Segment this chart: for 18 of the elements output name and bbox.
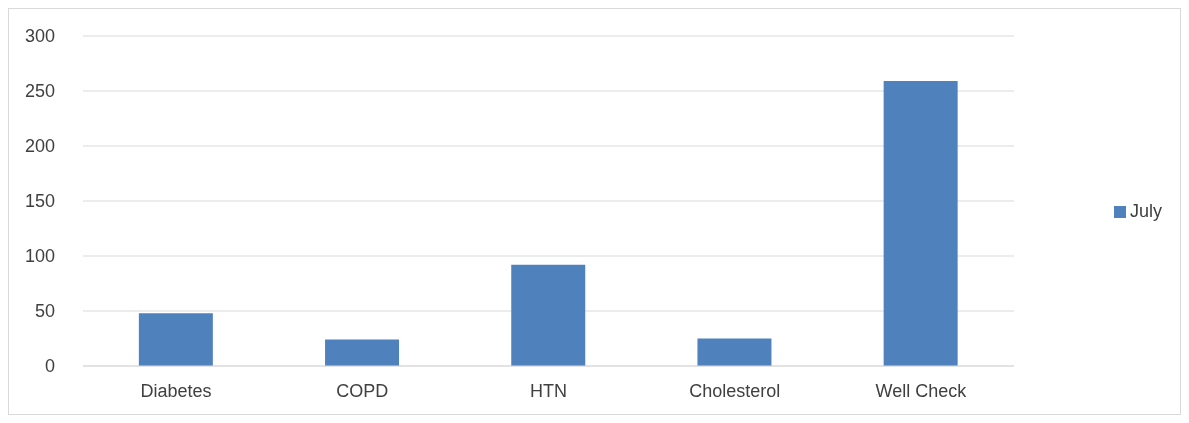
x-tick-label: Well Check bbox=[875, 380, 968, 401]
y-tick-label: 0 bbox=[44, 356, 55, 377]
bar bbox=[511, 264, 586, 366]
y-tick-label: 100 bbox=[24, 246, 55, 267]
x-tick-label: Diabetes bbox=[140, 380, 212, 401]
y-tick-label: 250 bbox=[24, 81, 55, 102]
x-tick-label: HTN bbox=[529, 380, 567, 401]
x-tick-label: COPD bbox=[336, 380, 389, 401]
x-tick-label: Cholesterol bbox=[689, 380, 781, 401]
legend-label: July bbox=[1129, 201, 1162, 221]
y-tick-label: 50 bbox=[34, 301, 55, 322]
y-tick-label: 300 bbox=[24, 26, 55, 47]
bar bbox=[138, 313, 213, 366]
y-tick-label: 200 bbox=[24, 136, 55, 157]
y-tick-label: 150 bbox=[24, 191, 55, 212]
bar bbox=[883, 81, 958, 366]
bar bbox=[697, 338, 772, 366]
bar bbox=[325, 339, 400, 366]
